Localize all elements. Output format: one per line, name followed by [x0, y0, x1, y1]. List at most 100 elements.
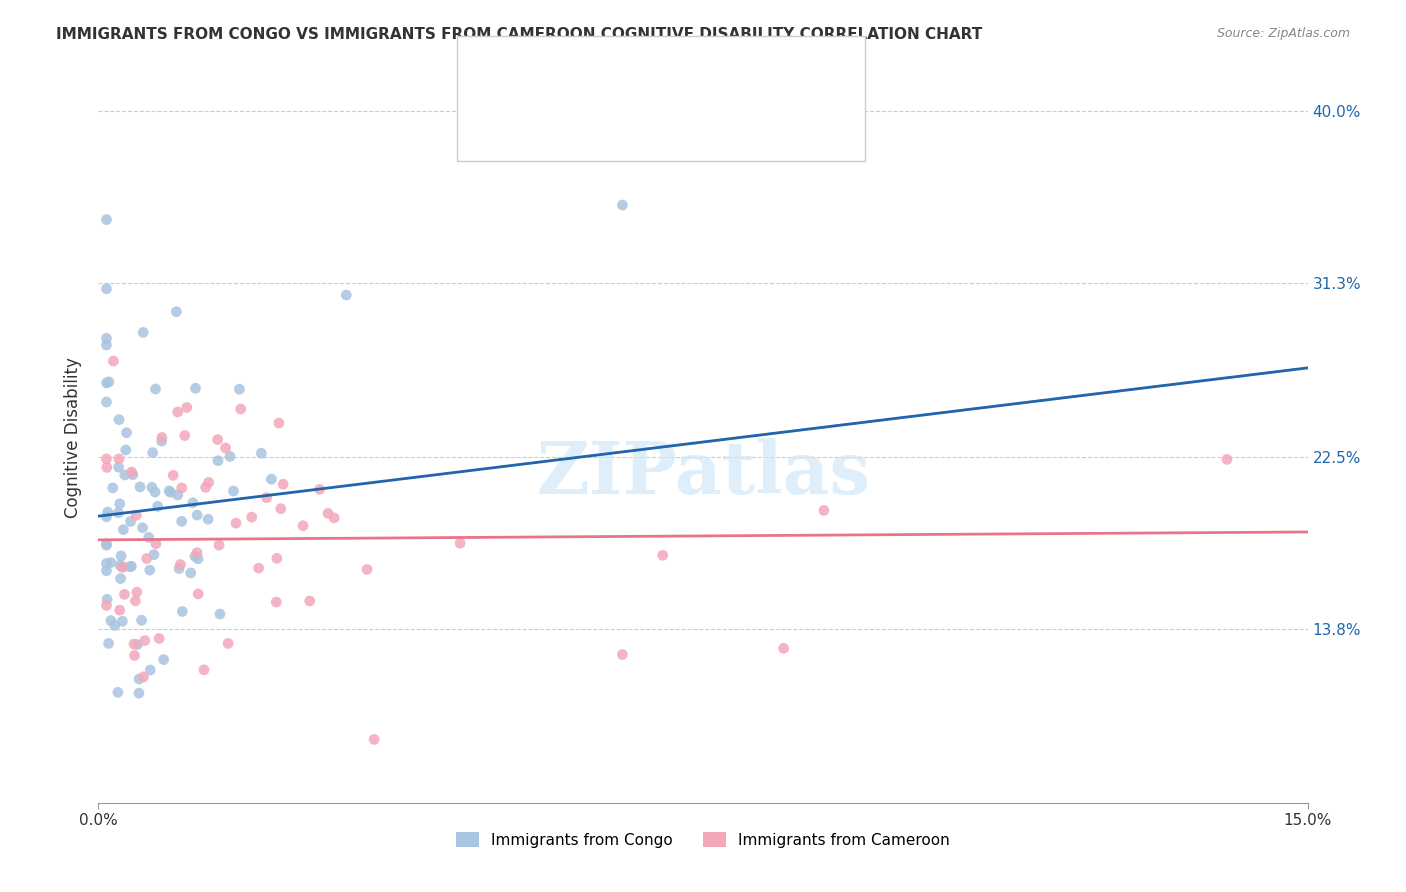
Point: [127, 638, 149, 652]
Point: [104, 618, 127, 632]
Text: ZIPatlas: ZIPatlas: [536, 438, 870, 509]
Point: [110, 549, 132, 563]
Point: [96, 509, 118, 524]
Point: [152, 652, 174, 666]
Point: [651, 549, 673, 563]
Point: [143, 485, 166, 500]
Point: [772, 641, 794, 656]
Text: Source: ZipAtlas.com: Source: ZipAtlas.com: [1216, 27, 1350, 40]
Point: [125, 508, 148, 523]
Point: [335, 288, 357, 302]
Point: [292, 518, 315, 533]
Point: [96, 599, 118, 613]
Point: [125, 585, 148, 599]
Point: [96, 564, 118, 578]
Point: [120, 559, 142, 574]
Point: [207, 433, 229, 447]
Point: [124, 648, 146, 663]
Point: [129, 480, 152, 494]
Point: [176, 401, 198, 415]
Point: [148, 632, 170, 646]
Point: [121, 465, 143, 479]
Point: [108, 451, 131, 466]
Point: [103, 354, 125, 368]
Point: [167, 561, 190, 575]
Point: [228, 382, 250, 396]
Point: [166, 405, 188, 419]
Point: [143, 548, 166, 562]
Point: [131, 613, 153, 627]
Point: [323, 511, 346, 525]
Point: [145, 537, 167, 551]
Point: [612, 198, 634, 212]
Point: [172, 604, 194, 618]
Point: [308, 483, 330, 497]
Point: [108, 558, 131, 573]
Point: [111, 614, 134, 628]
Point: [107, 460, 129, 475]
Point: [157, 483, 180, 498]
Point: [96, 557, 118, 571]
Point: [114, 442, 136, 457]
Point: [96, 338, 118, 352]
Point: [96, 538, 118, 552]
Point: [135, 551, 157, 566]
Point: [270, 501, 292, 516]
Point: [186, 546, 208, 560]
Point: [166, 488, 188, 502]
Point: [132, 326, 155, 340]
Point: [219, 450, 242, 464]
Point: [181, 496, 204, 510]
Point: [165, 304, 187, 318]
Point: [208, 607, 231, 621]
Point: [217, 636, 239, 650]
Point: [96, 212, 118, 227]
Bar: [482, 55, 529, 93]
Legend: Immigrants from Congo, Immigrants from Cameroon: Immigrants from Congo, Immigrants from C…: [450, 825, 956, 854]
Point: [139, 663, 162, 677]
Point: [267, 416, 290, 430]
Point: [128, 686, 150, 700]
Point: [316, 507, 339, 521]
Point: [356, 562, 378, 576]
Point: [111, 560, 134, 574]
Point: [96, 376, 118, 390]
Point: [813, 503, 835, 517]
Point: [101, 481, 124, 495]
Text: IMMIGRANTS FROM CONGO VS IMMIGRANTS FROM CAMEROON COGNITIVE DISABILITY CORRELATI: IMMIGRANTS FROM CONGO VS IMMIGRANTS FROM…: [56, 27, 983, 42]
Point: [173, 428, 195, 442]
Text: R =: R =: [540, 64, 579, 82]
Point: [208, 538, 231, 552]
Point: [222, 484, 245, 499]
Point: [107, 506, 129, 520]
Point: [150, 434, 173, 449]
Point: [214, 441, 236, 455]
Point: [141, 480, 163, 494]
Point: [170, 514, 193, 528]
Point: [114, 468, 136, 483]
Bar: [482, 103, 529, 141]
Point: [169, 558, 191, 572]
Point: [112, 523, 135, 537]
Point: [256, 491, 278, 505]
Text: 0.211: 0.211: [616, 64, 668, 82]
Point: [363, 732, 385, 747]
Point: [97, 505, 120, 519]
Point: [264, 595, 287, 609]
Point: [193, 663, 215, 677]
Point: [96, 282, 118, 296]
Point: [96, 331, 118, 345]
Point: [187, 551, 209, 566]
Point: [139, 563, 162, 577]
Point: [132, 670, 155, 684]
Point: [108, 497, 131, 511]
Point: [150, 430, 173, 444]
Point: [96, 592, 118, 607]
Point: [194, 480, 217, 494]
Point: [124, 594, 146, 608]
Point: [100, 556, 122, 570]
Point: [120, 515, 142, 529]
Point: [96, 537, 118, 551]
Text: N =: N =: [706, 112, 737, 130]
Point: [298, 594, 321, 608]
